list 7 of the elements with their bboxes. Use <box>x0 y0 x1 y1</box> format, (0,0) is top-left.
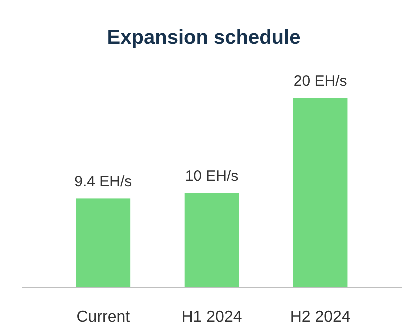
x-tick-label: H2 2024 <box>290 309 351 326</box>
data-label: 20 EH/s <box>294 73 348 90</box>
data-label: 10 EH/s <box>185 168 239 185</box>
data-label: 9.4 EH/s <box>74 174 132 191</box>
x-tick-label: H1 2024 <box>182 309 242 326</box>
chart-title: Expansion schedule <box>107 27 301 49</box>
x-tick-label: Current <box>76 309 131 326</box>
